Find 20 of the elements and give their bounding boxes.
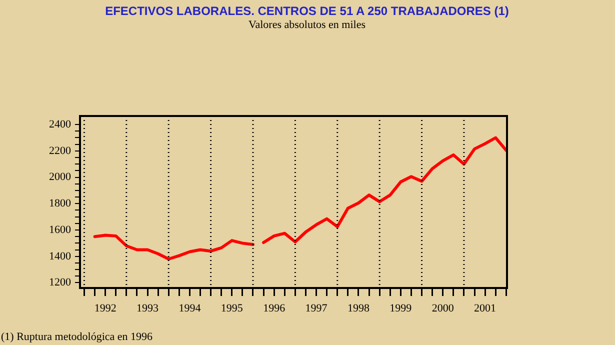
y-tick-label: 1800 <box>49 198 72 210</box>
x-tick-label: 1992 <box>94 302 116 314</box>
y-tick-label: 2000 <box>49 171 72 184</box>
x-tick-label: 2001 <box>474 302 496 314</box>
y-tick-label: 1600 <box>49 224 72 236</box>
x-tick-label: 1993 <box>136 302 160 314</box>
x-tick-label: 1995 <box>220 302 244 314</box>
x-tick-label: 1994 <box>178 302 202 314</box>
y-tick-label: 1400 <box>49 250 72 262</box>
text: (1) Ruptura metodológica en 1996 <box>1 331 154 343</box>
x-tick-label: 1999 <box>390 302 412 314</box>
y-tick-label: 1200 <box>49 276 72 289</box>
x-tick-label: 1996 <box>263 302 286 314</box>
chart-title: EFECTIVOS LABORALES. CENTROS DE 51 A 250 TRABAJADORES (1) <box>105 4 509 18</box>
x-tick-label: 2000 <box>432 302 454 314</box>
x-tick-label: 1997 <box>305 302 328 314</box>
x-tick-label: 1998 <box>347 302 370 314</box>
chart-subtitle: Valores absolutos en miles <box>248 19 366 31</box>
y-tick-label: 2200 <box>49 144 72 157</box>
y-tick-label: 2400 <box>49 118 72 130</box>
